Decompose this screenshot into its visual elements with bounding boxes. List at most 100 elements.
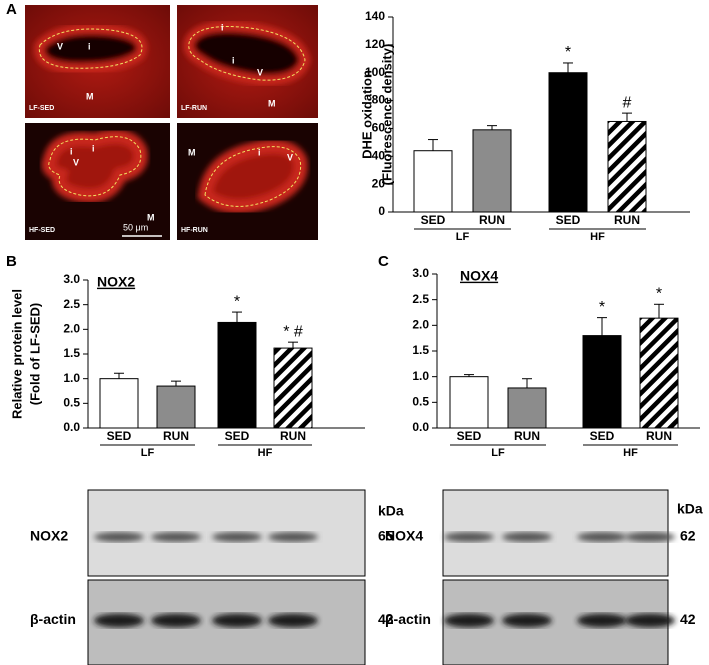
size-label: 42 <box>680 611 696 627</box>
y-tick-label: 140 <box>365 9 385 23</box>
y-axis-label: (Fold of LF-SED) <box>27 303 42 406</box>
y-tick-label: 1.5 <box>63 346 80 360</box>
y-tick-label: 3.0 <box>63 272 80 286</box>
x-tick-label: SED <box>107 429 132 443</box>
image-note: V <box>73 157 79 167</box>
image-note: i <box>232 55 235 65</box>
y-tick-label: 0.5 <box>412 395 429 409</box>
image-note: V <box>287 152 293 162</box>
scale-bar-label: 50 μm <box>123 222 148 232</box>
chart-title: NOX4 <box>460 268 498 284</box>
image-note: V <box>257 67 263 77</box>
band <box>577 532 627 542</box>
annotation: * <box>656 286 662 303</box>
blot-label: β-actin <box>30 611 76 627</box>
bar <box>156 385 196 429</box>
bar <box>582 335 622 429</box>
y-tick-label: 80 <box>372 93 386 107</box>
image-note: i <box>258 147 261 157</box>
y-tick-label: 40 <box>372 148 386 162</box>
size-label: 62 <box>680 528 696 544</box>
panel-label: B <box>6 253 17 270</box>
size-label: 65 <box>378 528 394 544</box>
blot-label: NOX4 <box>385 528 423 544</box>
band <box>502 613 552 628</box>
band <box>151 532 201 542</box>
y-tick-label: 60 <box>372 121 386 135</box>
bar <box>99 378 139 429</box>
unit-label: kDa <box>677 501 703 517</box>
bar <box>639 317 679 429</box>
image-label: LF-SED <box>29 105 54 112</box>
image-note: M <box>147 212 155 222</box>
image-label: HF-RUN <box>181 227 208 234</box>
bar <box>449 376 489 429</box>
band <box>94 613 144 628</box>
x-tick-label: SED <box>556 213 581 227</box>
group-label: LF <box>456 231 470 243</box>
y-tick-label: 120 <box>365 37 385 51</box>
image-note: M <box>268 98 276 108</box>
image-label: LF-RUN <box>181 105 207 112</box>
y-tick-label: 1.0 <box>63 371 80 385</box>
annotation: # <box>623 94 632 111</box>
y-tick-label: 2.5 <box>412 292 429 306</box>
image-note: i <box>92 143 95 153</box>
group-label: HF <box>258 447 273 459</box>
y-tick-label: 2.0 <box>63 322 80 336</box>
band <box>625 613 675 628</box>
image-note: M <box>188 147 196 157</box>
y-tick-label: 0 <box>378 204 385 218</box>
band <box>625 532 675 542</box>
bar <box>472 129 512 213</box>
size-label: 42 <box>378 611 394 627</box>
y-tick-label: 100 <box>365 65 385 79</box>
blot-label: NOX2 <box>30 528 68 544</box>
band <box>94 532 144 542</box>
image-note: i <box>221 22 224 32</box>
band <box>212 532 262 542</box>
y-axis-label: Relative protein level <box>9 289 24 419</box>
band <box>444 613 494 628</box>
bar <box>273 347 313 429</box>
band <box>212 613 262 628</box>
annotation: * <box>599 299 605 316</box>
group-label: HF <box>590 231 605 243</box>
y-tick-label: 0.5 <box>63 396 80 410</box>
x-tick-label: RUN <box>163 429 189 443</box>
y-tick-label: 0.0 <box>63 420 80 434</box>
bar <box>507 387 547 429</box>
y-tick-label: 20 <box>372 176 386 190</box>
group-label: LF <box>491 447 505 459</box>
x-tick-label: SED <box>590 429 615 443</box>
band <box>268 532 318 542</box>
y-tick-label: 1.0 <box>412 369 429 383</box>
y-axis-label: (Fluorescence density) <box>379 44 394 186</box>
bar <box>607 120 647 213</box>
vessel-outline <box>204 146 302 207</box>
x-tick-label: RUN <box>479 213 505 227</box>
band <box>151 613 201 628</box>
y-tick-label: 2.5 <box>63 297 80 311</box>
y-axis-label: DHE oxidation <box>359 70 374 159</box>
annotation: * # <box>283 323 303 340</box>
panel-label: A <box>6 1 17 18</box>
y-tick-label: 2.0 <box>412 318 429 332</box>
vessel-outline <box>48 136 142 197</box>
bar <box>413 150 453 213</box>
x-tick-label: RUN <box>646 429 672 443</box>
y-tick-label: 0.0 <box>412 420 429 434</box>
x-tick-label: RUN <box>514 429 540 443</box>
chart-title: NOX2 <box>97 274 135 290</box>
image-note: i <box>88 41 91 51</box>
band <box>268 613 318 628</box>
image-label: HF-SED <box>29 227 55 234</box>
band <box>444 532 494 542</box>
image-note: V <box>57 41 63 51</box>
x-tick-label: RUN <box>614 213 640 227</box>
y-tick-label: 1.5 <box>412 343 429 357</box>
annotation: * <box>234 293 240 310</box>
y-tick-label: 3.0 <box>412 266 429 280</box>
vessel-outline <box>188 26 306 81</box>
